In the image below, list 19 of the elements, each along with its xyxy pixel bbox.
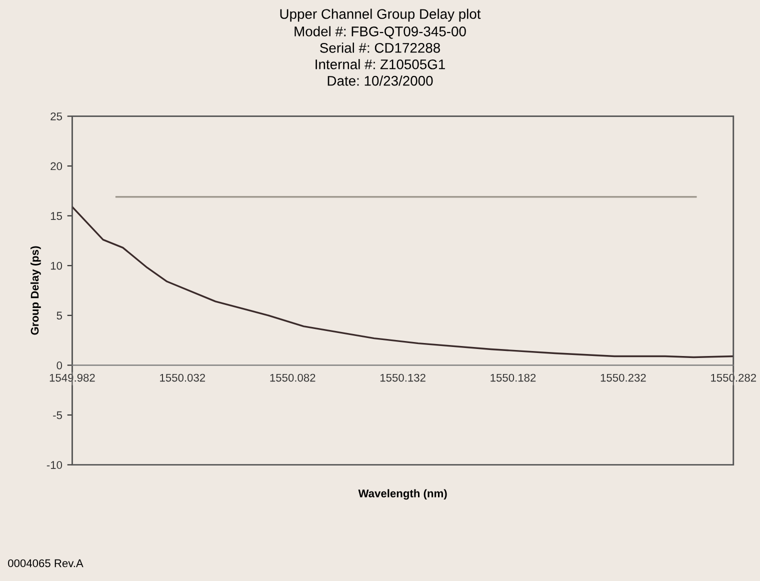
line-series [72, 206, 734, 358]
x-tick-label: 1550.082 [270, 374, 316, 382]
y-axis-title: Group Delay (ps) [30, 246, 41, 335]
x-tick-label: 1550.182 [490, 374, 536, 382]
y-tick-label: -5 [53, 411, 62, 420]
x-tick-label: 1550.232 [600, 374, 646, 382]
y-tick-label: 0 [56, 361, 62, 370]
chart-subtitle: Model #: FBG-QT09-345-00 Serial #: CD172288 Internal #: Z10505G1 Date: 10/23/2000 [294, 26, 466, 86]
y-tick-label: 20 [50, 162, 62, 170]
x-axis-title: Wavelength (nm) [358, 489, 447, 500]
x-tick-label: 1550.032 [160, 374, 206, 382]
y-tick-label: 5 [56, 312, 62, 320]
y-tick-label: -10 [46, 461, 62, 469]
y-tick-label: 10 [50, 262, 62, 270]
text: 0004065 Rev.A [8, 559, 84, 568]
x-tick-label: 1550.132 [380, 374, 426, 382]
chart-title: Upper Channel Group Delay plot [280, 8, 481, 22]
y-tick-label: 25 [50, 112, 62, 120]
y-tick-label: 15 [50, 212, 62, 220]
